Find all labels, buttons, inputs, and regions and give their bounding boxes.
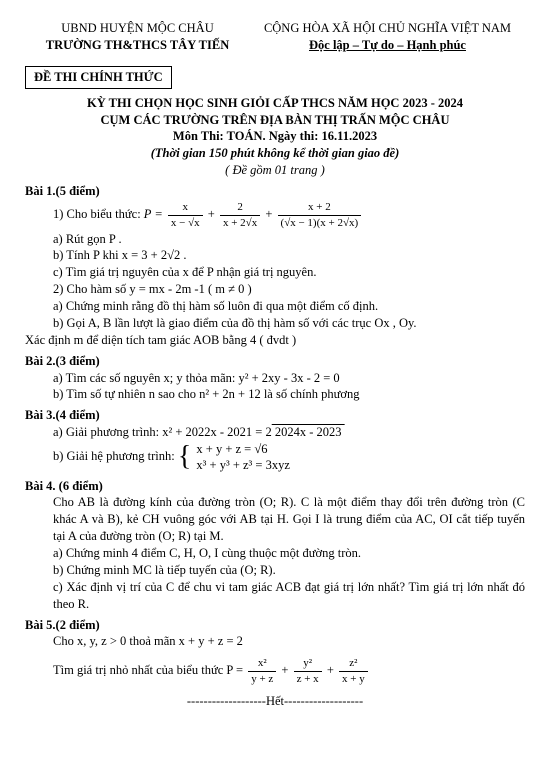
bai2-body: a) Tìm các số nguyên x; y thỏa mãn: y² +… <box>25 370 525 404</box>
b3-sys2: x³ + y³ + z³ = 3xyz <box>196 457 290 473</box>
b4-c: c) Xác định vị trí của C để chu vi tam g… <box>25 579 525 613</box>
b1-plus2: + <box>265 207 272 221</box>
bai5-heading: Bài 5.(2 điểm) <box>25 617 525 634</box>
official-box-wrap: ĐỀ THI CHÍNH THỨC <box>25 60 525 95</box>
bai4-body: Cho AB là đường kính của đường tròn (O; … <box>25 494 525 612</box>
b3-a-sqrt: 2024x - 2023 <box>272 425 345 439</box>
b2-a: a) Tìm các số nguyên x; y thỏa mãn: y² +… <box>53 370 525 387</box>
b4-b: b) Chứng minh MC là tiếp tuyến của (O; R… <box>25 562 525 579</box>
b1-l1-pre: 1) Cho biểu thức: <box>53 207 144 221</box>
bai1-line1: 1) Cho biểu thức: P = xx − √x + 2x + 2√x… <box>53 200 525 231</box>
b1-frac3: x + 2(√x − 1)(x + 2√x) <box>278 200 362 231</box>
b1-c: c) Tìm giá trị nguyên của x để P nhận gi… <box>53 264 525 281</box>
b3-a: a) Giải phương trình: x² + 2022x - 2021 … <box>53 424 525 441</box>
b1-b: b) Tính P khi x = 3 + 2√2 . <box>53 247 525 264</box>
bai1-heading: Bài 1.(5 điểm) <box>25 183 525 200</box>
header-left: UBND HUYỆN MỘC CHÂU TRƯỜNG TH&THCS TÂY T… <box>25 20 250 54</box>
org-line2: TRƯỜNG TH&THCS TÂY TIẾN <box>25 37 250 54</box>
b5-plus2: + <box>327 664 334 678</box>
header: UBND HUYỆN MỘC CHÂU TRƯỜNG TH&THCS TÂY T… <box>25 20 525 54</box>
b1-frac2: 2x + 2√x <box>220 200 260 231</box>
b4-a: a) Chứng minh 4 điểm C, H, O, I cùng thu… <box>25 545 525 562</box>
bai3-heading: Bài 3.(4 điểm) <box>25 407 525 424</box>
official-box: ĐỀ THI CHÍNH THỨC <box>25 66 172 89</box>
b3-system: x + y + z = √6 x³ + y³ + z³ = 3xyz <box>196 441 290 474</box>
b5-p2-pre: Tìm giá trị nhỏ nhất của biểu thức P = <box>53 664 246 678</box>
b1-l2c: Xác định m để diện tích tam giác AOB bằn… <box>25 332 525 349</box>
b3-b-pre: b) Giải hệ phương trình: <box>53 449 178 463</box>
bai1-body: 1) Cho biểu thức: P = xx − √x + 2x + 2√x… <box>25 200 525 332</box>
b3-sys1: x + y + z = √6 <box>196 441 290 457</box>
title-line2: CỤM CÁC TRƯỜNG TRÊN ĐỊA BÀN THỊ TRẤN MỘC… <box>25 112 525 129</box>
b5-frac1: x²y + z <box>248 656 276 687</box>
b5-frac2: y²z + x <box>294 656 322 687</box>
brace-icon: { <box>178 443 191 471</box>
org-line1: UBND HUYỆN MỘC CHÂU <box>25 20 250 37</box>
b1-a: a) Rút gọn P . <box>53 231 525 248</box>
b5-frac3: z²x + y <box>339 656 368 687</box>
b1-frac1: xx − √x <box>168 200 203 231</box>
bai2-heading: Bài 2.(3 điểm) <box>25 353 525 370</box>
b1-l2: 2) Cho hàm số y = mx - 2m -1 ( m ≠ 0 ) <box>53 281 525 298</box>
b5-p1: Cho x, y, z > 0 thoả mãn x + y + z = 2 <box>53 633 525 650</box>
b3-b: b) Giải hệ phương trình: { x + y + z = √… <box>53 441 525 474</box>
bai5-body: Cho x, y, z > 0 thoả mãn x + y + z = 2 T… <box>25 633 525 687</box>
b1-P: P = <box>144 207 163 221</box>
b1-plus1: + <box>208 207 215 221</box>
nation-line1: CỘNG HÒA XÃ HỘI CHỦ NGHĨA VIỆT NAM <box>250 20 525 37</box>
b1-l2a: a) Chứng minh rằng đồ thị hàm số luôn đi… <box>53 298 525 315</box>
b4-p1: Cho AB là đường kính của đường tròn (O; … <box>25 494 525 545</box>
title-line5: ( Đề gồm 01 trang ) <box>25 162 525 179</box>
b1-l2b: b) Gọi A, B lần lượt là giao điểm của đồ… <box>53 315 525 332</box>
bai3-body: a) Giải phương trình: x² + 2022x - 2021 … <box>25 424 525 473</box>
b5-plus1: + <box>281 664 288 678</box>
b5-p2: Tìm giá trị nhỏ nhất của biểu thức P = x… <box>53 656 525 687</box>
b3-a-pre: a) Giải phương trình: x² + 2022x - 2021 … <box>53 425 272 439</box>
title-line1: KỲ THI CHỌN HỌC SINH GIỎI CẤP THCS NĂM H… <box>25 95 525 112</box>
title-line4: (Thời gian 150 phút không kể thời gian g… <box>25 145 525 162</box>
b2-b: b) Tìm số tự nhiên n sao cho n² + 2n + 1… <box>53 386 525 403</box>
bai4-heading: Bài 4. (6 điểm) <box>25 478 525 495</box>
title-line3: Môn Thi: TOÁN. Ngày thi: 16.11.2023 <box>25 128 525 145</box>
end-line: -------------------Hết------------------… <box>25 693 525 710</box>
nation-line2: Độc lập – Tự do – Hạnh phúc <box>250 37 525 54</box>
header-right: CỘNG HÒA XÃ HỘI CHỦ NGHĨA VIỆT NAM Độc l… <box>250 20 525 54</box>
